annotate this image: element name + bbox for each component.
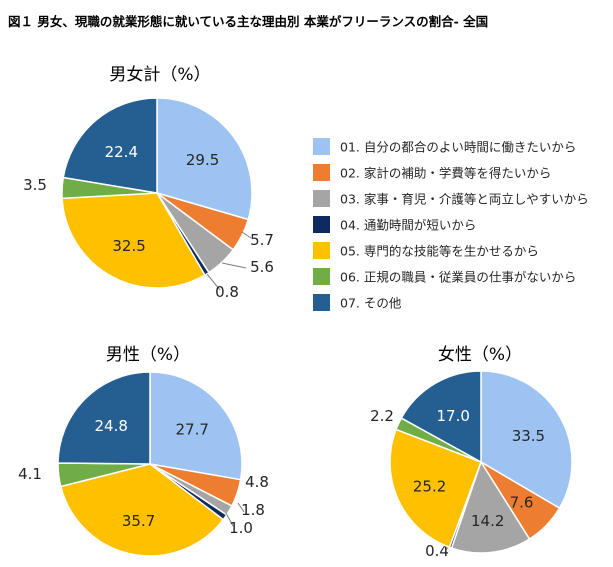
data-label: 1.8 [241,501,265,519]
legend-swatch [313,242,330,259]
label-leader-line [237,502,245,513]
pie-title: 男性（%） [106,345,190,365]
pie-title: 男女計（%） [109,65,210,85]
legend-label: 07. その他 [340,296,402,311]
pie-slice-cat-7 [57,371,151,465]
pie-slice-cat-1 [149,371,243,481]
legend-label: 02. 家計の補助・学費等を得たいから [340,166,551,181]
data-label: 7.6 [510,493,534,511]
label-leader-line [241,231,252,239]
data-label: 3.5 [23,176,47,194]
legend-label: 06. 正規の職員・従業員の仕事がないから [340,270,576,285]
data-label: 25.2 [413,477,446,495]
legend-item: 02. 家計の補助・学費等を得たいから [313,164,551,181]
data-label: 2.2 [370,407,394,425]
data-label: 22.4 [105,143,138,161]
label-leader-line [221,262,247,269]
legend-item: 07. その他 [313,294,402,311]
legend-label: 04. 通勤時間が短いから [340,218,476,233]
legend: 01. 自分の都合のよい時間に働きたいから 02. 家計の補助・学費等を得たいから… [313,138,589,311]
legend-swatch [313,294,330,311]
pie-slice-cat-1 [156,97,253,221]
label-leader-line [225,512,234,527]
legend-item: 06. 正規の職員・従業員の仕事がないから [313,268,576,285]
pie-slice-cat-5 [389,428,482,549]
data-label: 5.6 [250,258,274,276]
pie-slice-cat-3 [450,460,531,554]
legend-swatch [313,138,330,155]
figure-title: 図１ 男女、現職の就業形態に就いている主な理由別 本業がフリーランスの割合- 全… [8,14,488,29]
label-leader-line [206,273,221,291]
data-label: 14.2 [471,512,504,530]
legend-item: 01. 自分の都合のよい時間に働きたいから [313,138,576,155]
legend-swatch [313,190,330,207]
legend-swatch [313,164,330,181]
data-label: 32.5 [112,237,145,255]
data-label: 4.1 [18,465,42,483]
legend-swatch [313,268,330,285]
data-label: 1.0 [229,519,253,537]
data-label: 24.8 [94,417,127,435]
legend-item: 04. 通勤時間が短いから [313,216,476,233]
pie-slice-cat-7 [400,370,482,464]
pie-chart-1: 男女計（%） 29.5 5.7 5.6 0.8 32.5 3.5 22.4 [23,65,274,301]
data-label: 5.7 [250,231,274,249]
data-label: 4.8 [245,473,269,491]
data-label: 35.7 [122,512,155,530]
pie-slice-cat-5 [59,463,225,557]
data-label: 27.7 [175,421,208,439]
pie-slice-cat-5 [61,192,206,289]
data-label: 17.0 [436,407,469,425]
legend-label: 05. 専門的な技能等を生かせるから [340,244,539,259]
data-label: 29.5 [186,151,219,169]
data-label: 0.8 [215,283,239,301]
legend-item: 05. 専門的な技能等を生かせるから [313,242,539,259]
legend-item: 03. 家事・育児・介護等と両立しやすいから [313,190,589,207]
data-label: 33.5 [512,427,545,445]
pie-chart-2: 男性（%） 27.7 4.8 1.81.0 35.7 4.1 24.8 [18,345,269,557]
pie-chart-3: 女性（%） 33.5 7.6 14.2 0.4 25.2 2.2 17.0 [370,345,573,560]
pie-slice-cat-1 [480,370,573,510]
legend-swatch [313,216,330,233]
legend-label: 03. 家事・育児・介護等と両立しやすいから [340,192,589,207]
legend-label: 01. 自分の都合のよい時間に働きたいから [340,140,576,155]
pie-title: 女性（%） [438,345,522,365]
data-label: 0.4 [425,542,449,560]
pie-slice-cat-7 [62,97,158,194]
